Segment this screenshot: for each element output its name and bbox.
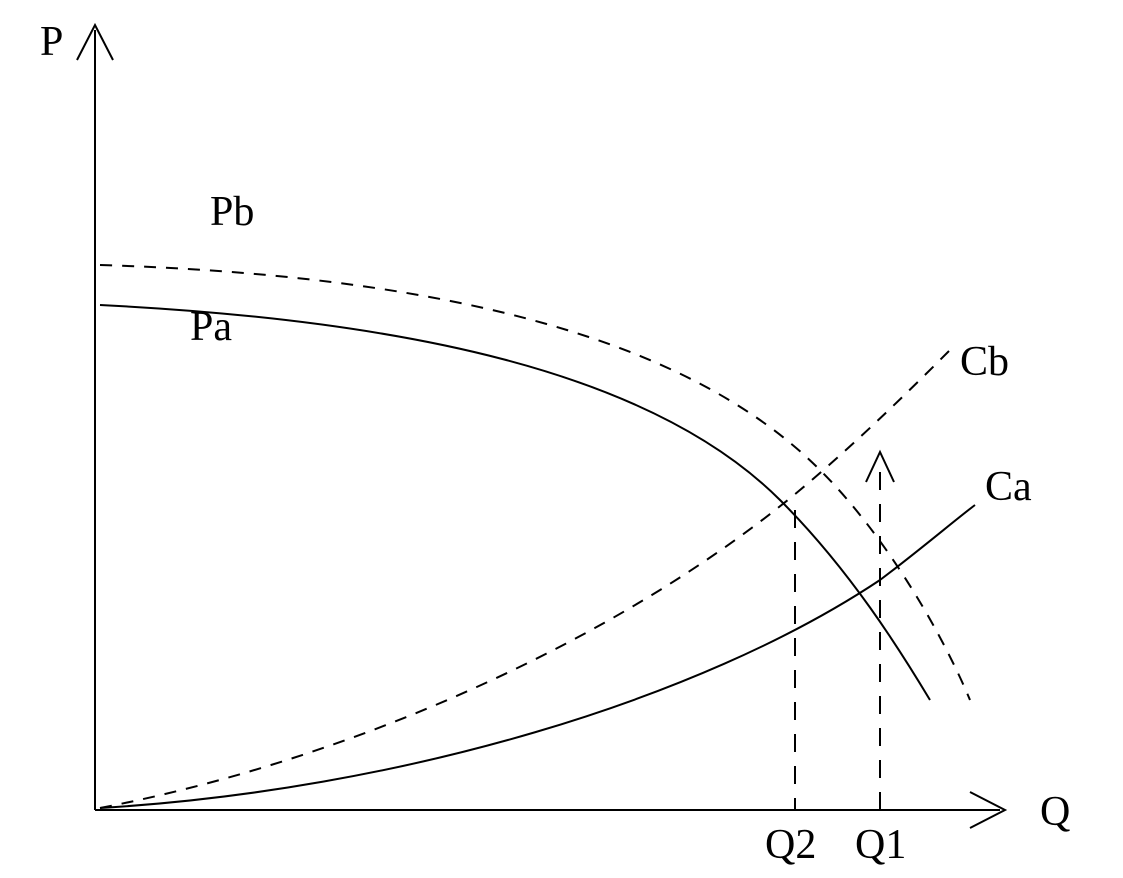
curve-cb bbox=[100, 350, 950, 808]
y-axis-label: P bbox=[40, 19, 63, 65]
label-ca: Ca bbox=[985, 464, 1032, 510]
q2-label: Q2 bbox=[765, 822, 816, 868]
x-axis-label: Q bbox=[1040, 789, 1070, 835]
pq-diagram: P Q Pb Pa Cb Ca Q2 Q1 bbox=[0, 0, 1123, 878]
label-pb: Pb bbox=[210, 189, 254, 235]
q1-label: Q1 bbox=[855, 822, 906, 868]
label-cb: Cb bbox=[960, 339, 1009, 385]
curve-pa bbox=[100, 305, 930, 700]
label-pa: Pa bbox=[190, 304, 232, 350]
curve-ca bbox=[100, 505, 975, 808]
